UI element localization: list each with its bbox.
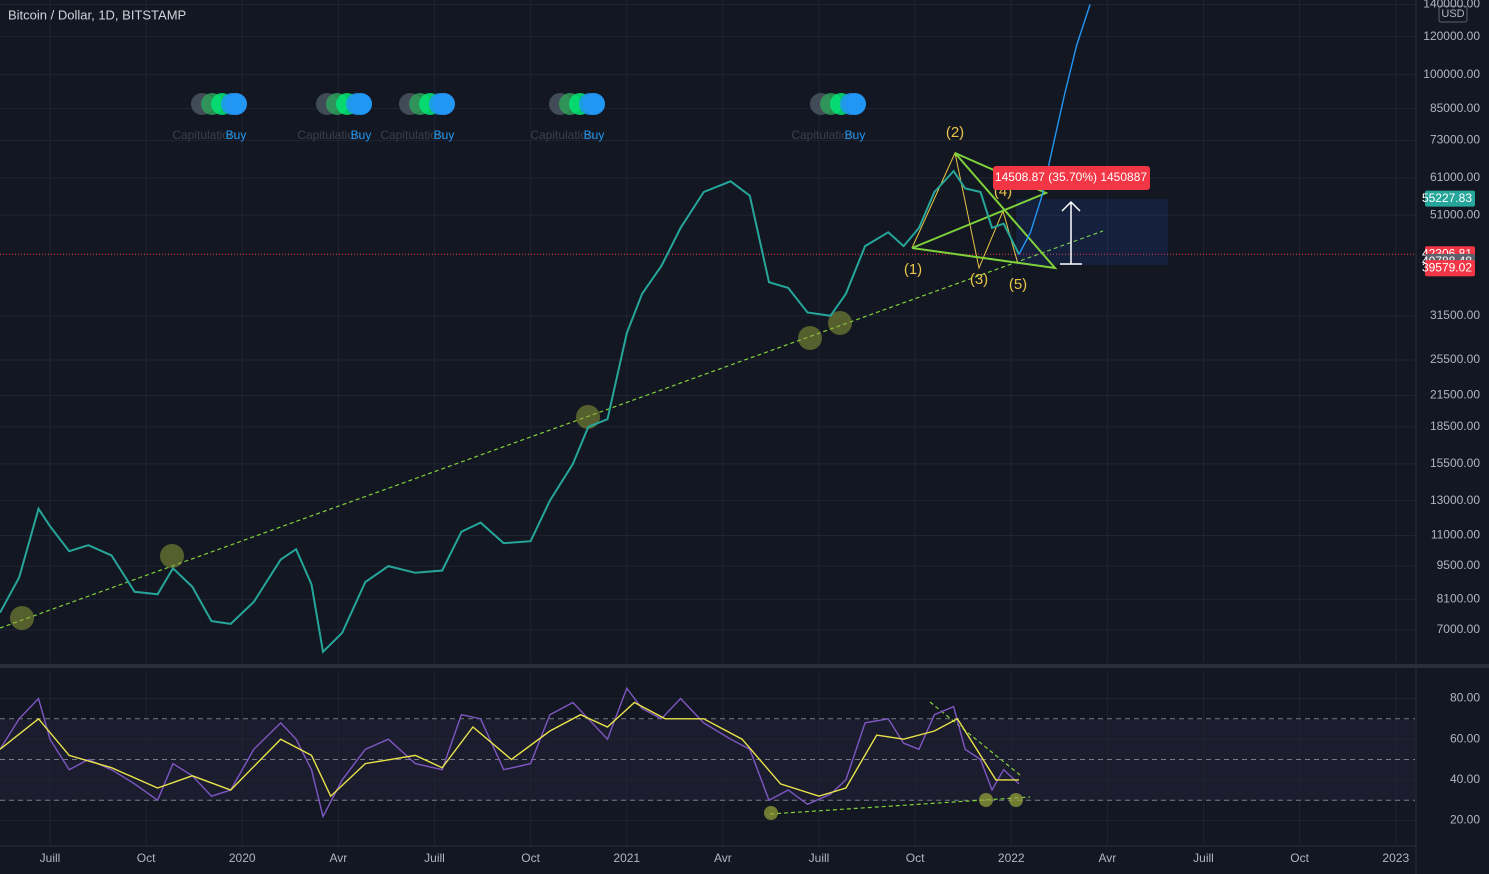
y-tick-label: 25500.00 <box>1430 352 1480 366</box>
pivot-marker <box>1009 793 1023 807</box>
series-line <box>0 169 1020 654</box>
measure-label-box <box>993 166 1150 190</box>
capitulation-label: Capitulation <box>530 128 593 142</box>
x-tick-label: 2022 <box>998 851 1025 865</box>
price-tag <box>1425 190 1475 207</box>
wave-label: (3) <box>970 271 988 288</box>
signal-dot <box>583 93 605 115</box>
wave-label: (2) <box>946 124 964 141</box>
rsi-trend-line <box>929 701 1021 776</box>
signal-dot <box>433 93 455 115</box>
y-tick-label: 40.00 <box>1450 772 1480 786</box>
y-tick-label: 18500.00 <box>1430 419 1480 433</box>
y-tick-label: 11000.00 <box>1431 528 1480 542</box>
x-tick-label: Juill <box>1193 851 1214 865</box>
y-tick-label: 13000.00 <box>1430 493 1480 507</box>
x-tick-label: Oct <box>906 851 925 865</box>
plot <box>0 4 1168 820</box>
x-tick-label: Oct <box>521 851 540 865</box>
series-line <box>0 701 1019 798</box>
y-tick-label: 61000.00 <box>1430 170 1480 184</box>
trend-line <box>0 230 1104 629</box>
wave-label: (1) <box>904 261 922 278</box>
signal-dot <box>350 93 372 115</box>
y-tick-label: 85000.00 <box>1430 101 1480 115</box>
y-tick-label: 21500.00 <box>1430 388 1480 402</box>
y-tick-label: 9500.00 <box>1437 558 1481 572</box>
pivot-marker <box>576 405 600 429</box>
signal-dot <box>844 93 866 115</box>
wave-label: (5) <box>1009 276 1027 293</box>
signal-label: Buy <box>226 128 247 142</box>
pivot-marker <box>764 806 778 820</box>
x-tick-label: Oct <box>1290 851 1309 865</box>
y-tick-label: 31500.00 <box>1430 308 1480 322</box>
measure-box <box>1016 199 1168 265</box>
pivot-marker <box>828 311 852 335</box>
capitulation-label: Capitulation <box>380 128 443 142</box>
y-tick-label: 51000.00 <box>1430 207 1480 221</box>
price-tag <box>1425 260 1475 277</box>
chart-title: Bitcoin / Dollar, 1D, BITSTAMP <box>8 7 186 22</box>
y-tick-label: 80.00 <box>1450 691 1480 705</box>
y-tick-label: 60.00 <box>1450 731 1480 745</box>
signal-label: Buy <box>584 128 605 142</box>
pivot-marker <box>798 326 822 350</box>
price-tag-label: 55227.83 <box>1422 191 1472 205</box>
signal-label: Buy <box>845 128 866 142</box>
grid <box>0 0 1415 845</box>
pivot-marker <box>10 606 34 630</box>
y-tick-label: 7000.00 <box>1437 622 1481 636</box>
signal-label: Buy <box>351 128 372 142</box>
y-tick-label: 100000.00 <box>1423 67 1480 81</box>
price-tag-label: 39579.02 <box>1422 260 1472 274</box>
x-tick-label: 2020 <box>229 851 256 865</box>
signal-dot <box>225 93 247 115</box>
series-line <box>1018 4 1091 255</box>
y-tick-label: 120000.00 <box>1423 29 1480 43</box>
x-tick-label: 2023 <box>1382 851 1409 865</box>
series-line <box>0 686 1020 819</box>
y-tick-label: 15500.00 <box>1430 456 1480 470</box>
x-tick-label: Juill <box>809 851 830 865</box>
rsi-band <box>0 720 1415 801</box>
x-tick-label: Oct <box>137 851 156 865</box>
x-tick-label: Juill <box>40 851 61 865</box>
y-tick-label: 8100.00 <box>1437 592 1481 606</box>
signal-label: Buy <box>434 128 455 142</box>
currency-box <box>1438 5 1468 23</box>
currency: USD <box>1441 8 1464 20</box>
y-tick-label: 20.00 <box>1450 813 1480 827</box>
x-tick-label: Juill <box>424 851 445 865</box>
capitulation-label: Capitulation <box>791 128 854 142</box>
x-tick-label: Avr <box>714 851 732 865</box>
x-tick-label: Avr <box>329 851 347 865</box>
x-tick-label: Avr <box>1098 851 1116 865</box>
y-tick-label: 73000.00 <box>1430 133 1480 147</box>
capitulation-label: Capitulation <box>297 128 360 142</box>
measure-label: 14508.87 (35.70%) 1450887 <box>995 170 1147 184</box>
y-tick-label: 140000.00 <box>1423 0 1480 11</box>
pivot-marker <box>160 544 184 568</box>
x-tick-label: 2021 <box>613 851 640 865</box>
capitulation-label: Capitulation <box>172 128 235 142</box>
measure-arrow <box>1061 200 1081 212</box>
pivot-marker <box>979 793 993 807</box>
wedge-line <box>911 152 1058 270</box>
